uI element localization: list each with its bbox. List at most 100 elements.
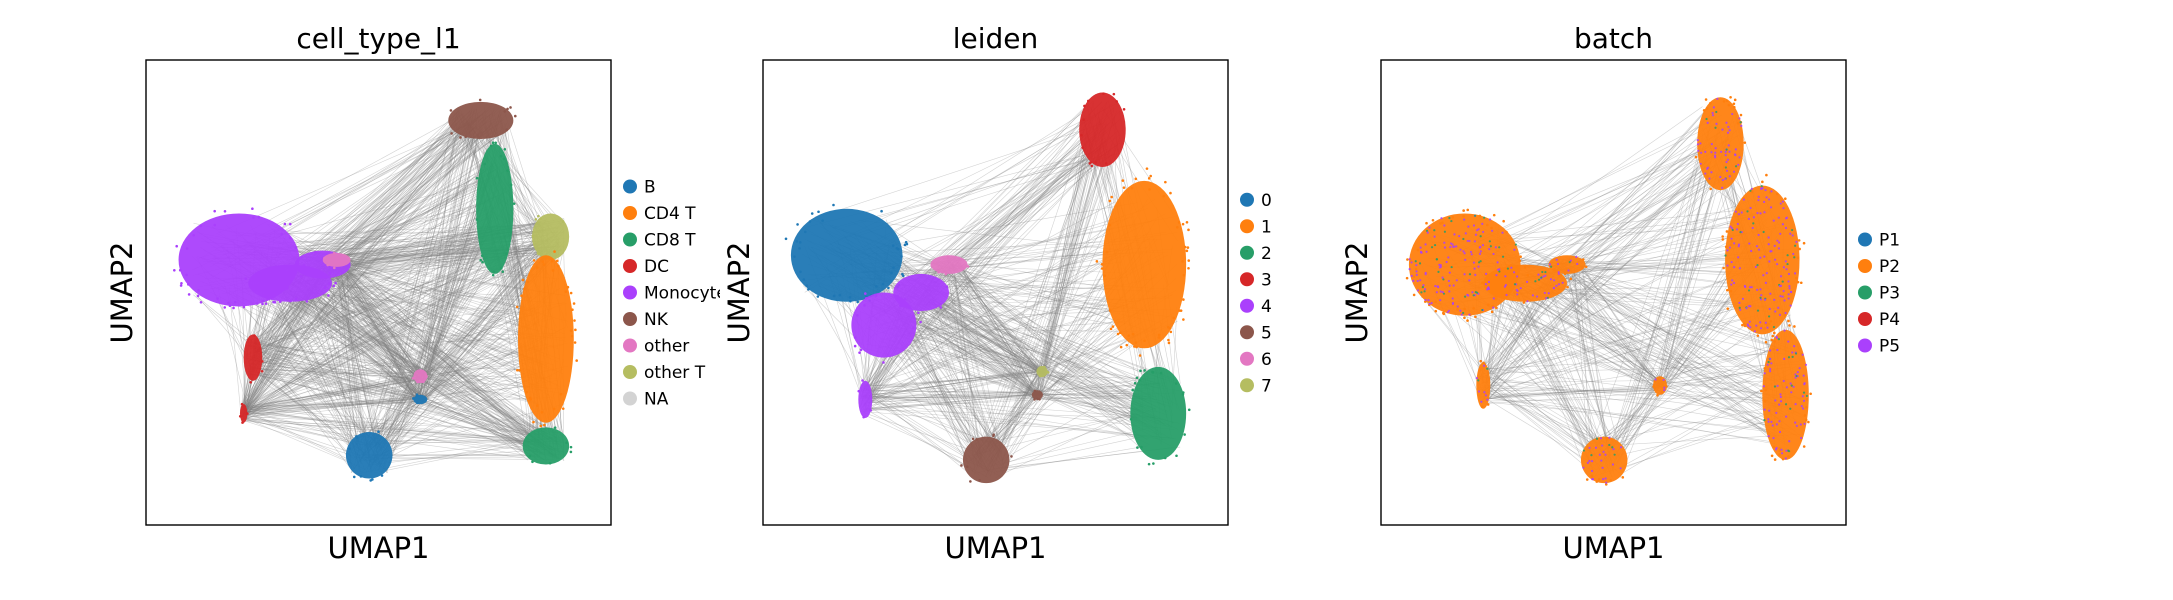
edge-line [943,101,1103,269]
edge-line [1539,287,1617,460]
edge-line [866,368,1040,394]
legend-marker [1858,312,1872,326]
cell-point [1772,436,1775,440]
edge-line [344,264,554,399]
cell-point [1724,254,1727,257]
cell-point [513,114,517,118]
cell-point [1775,192,1779,196]
cell-point [1552,279,1556,282]
cell-point [1458,234,1461,238]
cluster-5 [1031,390,1043,400]
cell-point [570,334,574,338]
cell-point [1439,263,1442,267]
cell-point [1412,275,1416,278]
edge-line [246,336,567,350]
cell-point [1581,258,1585,261]
edge-line [1487,285,1551,398]
edge-line [927,291,1041,374]
cell-point [1789,407,1792,410]
cell-point [1612,447,1615,451]
edge-line [241,234,508,420]
cell-point [1768,260,1771,263]
edge-line [256,351,352,457]
cell-point [509,183,513,187]
edge-line [326,258,545,366]
cell-point [575,359,578,362]
edge-line [244,120,476,409]
edge-line [322,267,539,311]
edge-line [242,398,426,416]
edge-line [238,295,426,379]
edge-line [246,179,481,340]
edge-line [421,334,534,374]
edge-line [1660,344,1774,380]
cell-point [1586,461,1589,464]
cluster-cd8-t [522,427,570,465]
cell-point [1764,281,1767,284]
edge-line [242,381,425,420]
edge-line [340,264,553,455]
edge-line [869,370,1044,412]
cell-point [1516,275,1519,278]
edge-line [988,139,1092,458]
cell-point [862,415,865,419]
edge-line [945,264,1035,397]
edge-line [304,278,529,442]
edge-line [1487,385,1597,471]
edge-line [937,267,1178,406]
edge-line [1516,283,1659,389]
edge-line [959,264,1140,436]
edge-line [958,250,1117,268]
legend-marker [1240,378,1254,393]
edge-line [370,225,545,458]
cell-point [1744,285,1747,289]
legend-label: 5 [1261,323,1272,343]
cell-point [1710,151,1713,154]
cell-point [1665,385,1668,388]
edge-line [254,342,417,397]
cell-point [1488,240,1491,243]
cell-point [532,420,535,424]
cell-point [1619,467,1622,470]
edge-line [424,107,495,399]
edge-line [253,114,466,342]
edge-line [241,377,424,416]
cell-point [1519,287,1522,290]
edge-line [1039,139,1087,392]
cell-point [1466,208,1470,212]
edge-line [1039,374,1144,408]
edge-line [278,295,547,434]
edge-line [261,288,549,390]
cell-point [416,380,419,384]
edge-line [371,441,551,444]
edge-line [976,110,1109,458]
legend-marker [623,312,637,326]
cell-point [1728,129,1731,132]
edge-line [330,260,426,381]
cell-point [1760,389,1763,393]
cell-point [1709,187,1713,191]
cell-point [1555,258,1558,261]
edge-line [1036,156,1093,394]
cell-point [1778,453,1781,456]
cell-point [1152,462,1155,465]
cell-point [1599,437,1603,440]
edge-line [1482,380,1661,384]
cell-point [1463,295,1467,298]
cell-point [1139,369,1142,373]
cell-point [1185,249,1189,253]
cell-point [1179,309,1183,312]
edge-line [920,294,1040,398]
y-axis-label: UMAP2 [105,241,139,343]
edge-line [322,283,533,298]
edge-line [1660,379,1777,426]
edge-line [248,373,562,443]
edge-line [240,288,286,414]
edge-line [243,122,493,413]
edge-line [1481,389,1613,446]
edge-line [357,110,471,473]
edge-line [423,322,532,397]
edge-line [242,343,548,417]
